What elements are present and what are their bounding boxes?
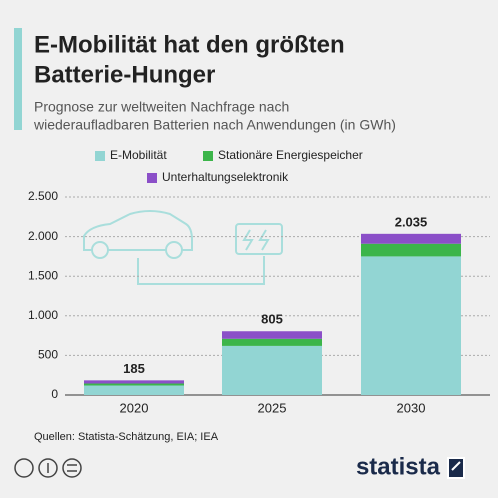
legend-swatch: [147, 173, 157, 183]
bar-segment: [361, 233, 461, 244]
chart-title: E-Mobilität hat den größten: [34, 31, 345, 58]
license-icons: [14, 458, 82, 478]
source: Quellen: Statista-Schätzung, EIA; IEA: [34, 431, 219, 443]
brand-icon: [447, 457, 465, 479]
title-accent: [14, 28, 22, 130]
car-illustration: [83, 210, 283, 285]
total-label: 2.035: [395, 214, 428, 229]
legend-label: Stationäre Energiespeicher: [218, 148, 363, 162]
bar-segment: [84, 385, 184, 395]
y-tick-label: 2.000: [28, 229, 58, 243]
x-tick-label: 2025: [258, 400, 287, 415]
chart-title: Batterie-Hunger: [34, 61, 215, 88]
brand-logo: statista: [356, 453, 441, 480]
bar-segment: [84, 380, 184, 384]
total-label: 185: [123, 361, 145, 376]
subtitle: Prognose zur weltweiten Nachfrage nach: [34, 99, 289, 115]
legend-label: Unterhaltungselektronik: [162, 170, 289, 184]
y-tick-label: 0: [51, 387, 58, 401]
subtitle: wiederaufladbaren Batterien nach Anwendu…: [33, 117, 396, 133]
x-tick-label: 2030: [397, 400, 426, 415]
legend-swatch: [95, 151, 105, 161]
y-tick-label: 1.000: [28, 308, 58, 322]
bar-segment: [361, 256, 461, 395]
legend-label: E-Mobilität: [110, 148, 167, 162]
bar-segment: [222, 331, 322, 339]
bar-segment: [84, 383, 184, 386]
bar-segment: [222, 338, 322, 346]
legend-swatch: [203, 151, 213, 161]
total-label: 805: [261, 312, 283, 327]
y-tick-label: 500: [38, 348, 58, 362]
bar-segment: [222, 345, 322, 395]
x-tick-label: 2020: [120, 400, 149, 415]
y-tick-label: 2.500: [28, 189, 58, 203]
bar-segment: [361, 243, 461, 257]
y-tick-label: 1.500: [28, 268, 58, 282]
